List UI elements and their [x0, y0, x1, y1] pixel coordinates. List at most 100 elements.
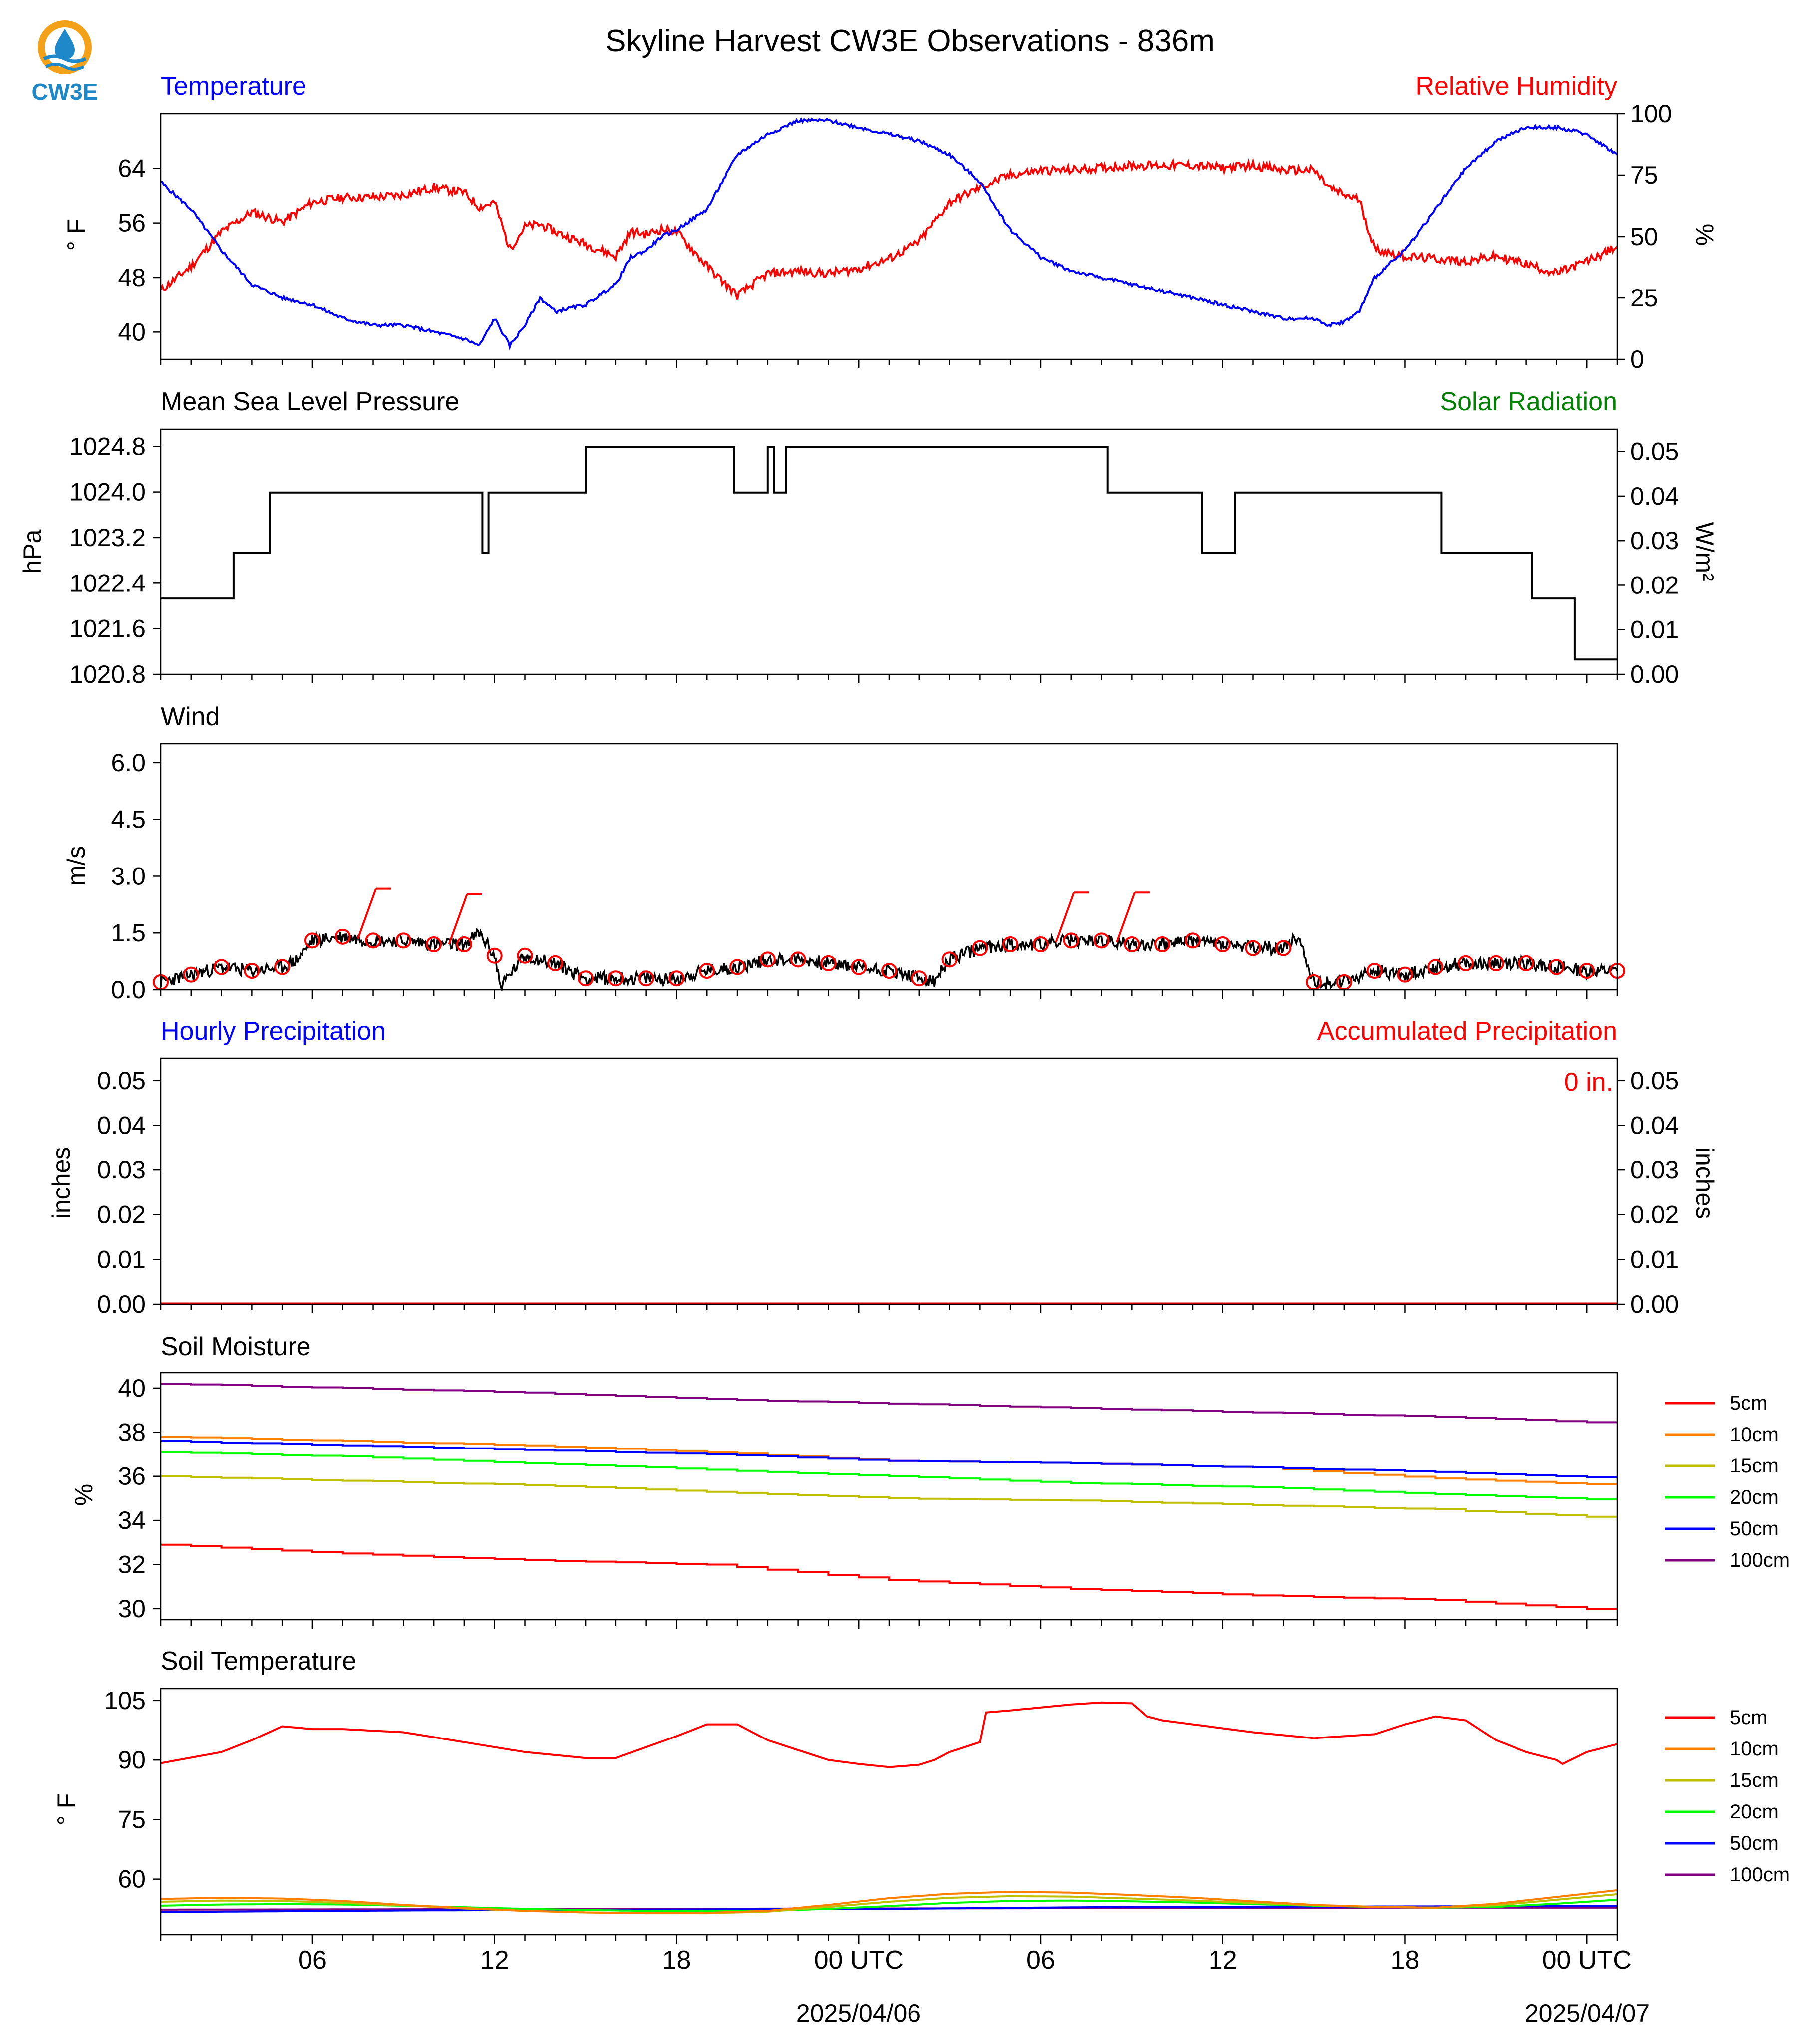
temperature-title: Temperature: [161, 72, 306, 101]
precip-right-tick-label: 0.00: [1630, 1290, 1679, 1318]
soil-moisture-tick-label: 40: [118, 1374, 146, 1402]
humidity-tick-label: 0: [1630, 345, 1644, 373]
wind-direction-circle: [517, 947, 533, 964]
pressure-tick-label: 1020.8: [69, 660, 146, 688]
precip-left-tick-label: 0.02: [97, 1201, 146, 1229]
wind-direction-circle: [851, 959, 867, 975]
legend-label: 50cm: [1730, 1518, 1779, 1540]
x-tick-label: 00 UTC: [814, 1946, 904, 1975]
precip-left-tick-label: 0.00: [97, 1290, 146, 1318]
wind-direction-circle: [578, 970, 594, 987]
legend-label: 20cm: [1730, 1801, 1779, 1823]
precip-left-tick-label: 0.04: [97, 1111, 146, 1139]
wind-direction-circle: [1093, 932, 1110, 949]
pressure-title: Mean Sea Level Pressure: [161, 387, 459, 416]
wind-direction-circle: [1427, 959, 1444, 975]
date-label-1: 2025/04/06: [796, 1999, 921, 2027]
logo-text: CW3E: [32, 79, 98, 105]
legend-label: 15cm: [1730, 1455, 1779, 1477]
wind-direction-circle: [972, 940, 988, 956]
solar-title: Solar Radiation: [1440, 387, 1617, 416]
humidity-tick-label: 50: [1630, 223, 1658, 251]
accum-precip-title: Accumulated Precipitation: [1317, 1017, 1617, 1046]
x-tick-label: 06: [1026, 1946, 1055, 1975]
humidity-tick-label: 25: [1630, 284, 1658, 312]
wind-direction-circle: [668, 970, 685, 987]
wind-tick-label: 4.5: [111, 806, 146, 834]
soil-moisture-tick-label: 34: [118, 1506, 146, 1534]
cw3e-logo: CW3E: [32, 20, 98, 105]
legend-label: 5cm: [1730, 1707, 1768, 1729]
temperature-line: [160, 117, 1618, 351]
solar-tick-label: 0.00: [1630, 660, 1679, 688]
wind-direction-circle: [790, 951, 806, 968]
precip-right-tick-label: 0.03: [1630, 1156, 1679, 1184]
soil-temp-tick-label: 75: [118, 1805, 146, 1833]
pressure-line: [161, 446, 1617, 661]
legend-label: 10cm: [1730, 1424, 1779, 1446]
wind-direction-circle: [486, 947, 503, 964]
date-label-2: 2025/04/07: [1525, 1999, 1650, 2027]
wind-direction-circle: [334, 928, 351, 945]
soil-moisture-line-20cm: [161, 1451, 1617, 1501]
precip-total-label: 0 in.: [1564, 1068, 1613, 1097]
wind-barb: [448, 894, 468, 945]
wind-barb: [1116, 892, 1136, 943]
legend-label: 5cm: [1730, 1392, 1768, 1414]
logo-wave-icon: [43, 54, 87, 63]
wind-direction-circle: [1002, 936, 1019, 952]
soil-moisture-tick-label: 38: [118, 1418, 146, 1446]
x-tick-label: 12: [480, 1946, 509, 1975]
soil-temp-ylabel: ° F: [52, 1793, 80, 1825]
x-tick-label: 00 UTC: [1542, 1946, 1632, 1975]
chart-title: Skyline Harvest CW3E Observations - 836m: [606, 24, 1214, 58]
wind-tick-label: 3.0: [111, 862, 146, 890]
wind-direction-circle: [183, 966, 199, 983]
pressure-tick-label: 1021.6: [69, 615, 146, 643]
wind-direction-circle: [699, 963, 715, 979]
wind-direction-circle: [426, 936, 442, 952]
solar-tick-label: 0.02: [1630, 571, 1679, 599]
wind-direction-circle: [1366, 963, 1383, 979]
precip-right-tick-label: 0.02: [1630, 1201, 1679, 1229]
wind-direction-circle: [1032, 936, 1049, 952]
wind-barb: [1055, 892, 1075, 943]
pressure-tick-label: 1023.2: [69, 524, 146, 552]
wind-direction-circle: [941, 951, 958, 968]
soil-temp-line-5cm: [160, 1701, 1618, 1768]
precip-left-tick-label: 0.05: [97, 1067, 146, 1095]
plot-layer: 40 48 56 64 0 25 50 75 100 1020.8 1021.6 1022.4 1023…: [69, 100, 1790, 1975]
soil-moisture-title: Soil Moisture: [161, 1332, 311, 1361]
soil-moisture-ylabel: %: [70, 1484, 98, 1506]
logo-wave-icon: [45, 63, 85, 71]
wind-direction-circle: [547, 955, 564, 971]
precip-right-ylabel: inches: [1691, 1147, 1719, 1219]
legend-label: 15cm: [1730, 1769, 1779, 1791]
wind-direction-circle: [1245, 940, 1261, 956]
soil-temp-line-10cm: [160, 1889, 1618, 1915]
wind-direction-circle: [759, 951, 776, 968]
solar-tick-label: 0.01: [1630, 616, 1679, 644]
wind-direction-circle: [1063, 932, 1079, 949]
humidity-tick-label: 100: [1630, 100, 1672, 128]
precip-right-tick-label: 0.05: [1630, 1067, 1679, 1095]
soil-moisture-tick-label: 32: [118, 1551, 146, 1579]
wind-tick-label: 0.0: [111, 976, 146, 1004]
soil-moisture-tick-label: 36: [118, 1462, 146, 1490]
humidity-title: Relative Humidity: [1415, 72, 1617, 101]
wind-direction-circle: [1458, 955, 1474, 971]
wind-direction-circle: [456, 936, 472, 952]
legend-label: 100cm: [1730, 1549, 1790, 1571]
wind-direction-circle: [1579, 963, 1595, 979]
soil-moisture-tick-label: 30: [118, 1595, 146, 1623]
pressure-tick-label: 1024.0: [69, 478, 146, 506]
legend-label: 100cm: [1730, 1864, 1790, 1886]
wind-direction-circle: [820, 955, 837, 971]
x-tick-label: 18: [1391, 1946, 1420, 1975]
precip-left-ylabel: inches: [47, 1147, 75, 1219]
wind-direction-circle: [729, 959, 746, 975]
wind-tick-label: 1.5: [111, 919, 146, 947]
wind-direction-circle: [1488, 955, 1504, 971]
